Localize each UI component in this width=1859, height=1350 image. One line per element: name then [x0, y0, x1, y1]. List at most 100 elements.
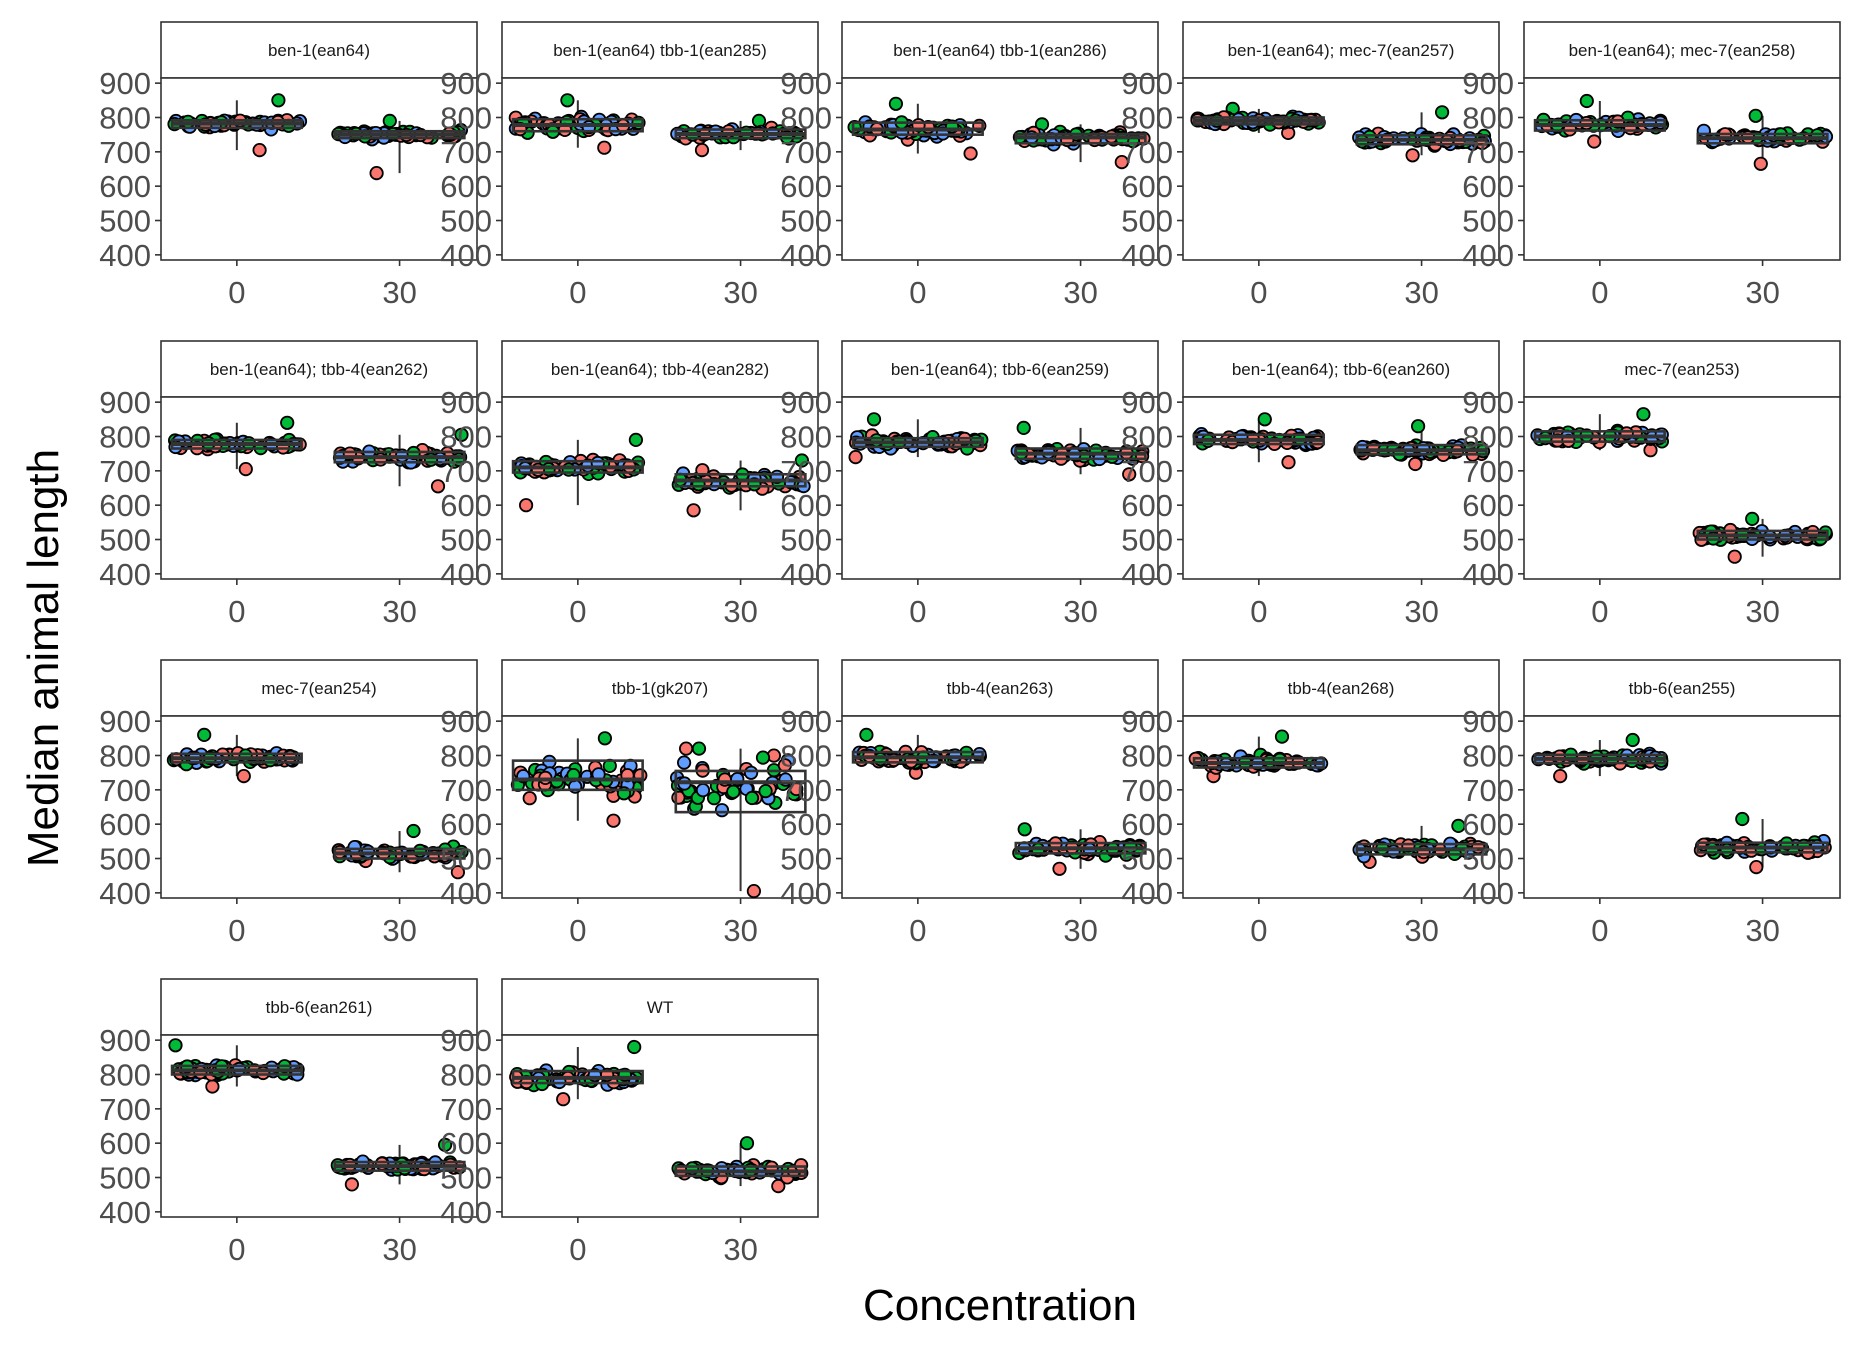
facet-strip	[160, 659, 478, 717]
x-tick-label: 0	[569, 913, 586, 948]
data-point	[1625, 732, 1640, 748]
data-point	[676, 755, 692, 770]
y-tick-label: 900	[780, 385, 832, 420]
x-tick-label: 30	[382, 1232, 416, 1267]
data-point	[1735, 811, 1750, 827]
y-tick-label: 500	[99, 523, 151, 558]
facet-panel: ben-1(ean64) tbb-1(ean285) 40050060070080…	[440, 21, 819, 310]
facet-strip-label: ben-1(ean64); tbb-4(ean282)	[551, 360, 769, 379]
y-tick-label: 600	[1121, 807, 1173, 842]
y-tick-label: 700	[780, 773, 832, 808]
data-point	[888, 96, 904, 111]
data-point	[963, 146, 978, 161]
y-tick-label: 400	[780, 238, 832, 273]
x-tick-label: 0	[909, 275, 926, 310]
x-tick-label: 0	[1591, 594, 1608, 629]
data-point	[280, 415, 295, 430]
data-point	[743, 765, 759, 780]
data-point	[1579, 93, 1594, 109]
x-tick-label: 0	[569, 275, 586, 310]
data-point	[1749, 859, 1764, 875]
data-point	[1451, 818, 1466, 834]
y-tick-label: 700	[99, 1092, 151, 1127]
y-tick-label: 400	[99, 1195, 151, 1230]
data-point	[1257, 412, 1272, 427]
facet-strip-label: ben-1(ean64); mec-7(ean257)	[1228, 41, 1455, 60]
y-tick-label: 600	[1121, 488, 1173, 523]
data-point	[606, 813, 621, 828]
x-tick-label: 0	[228, 1232, 245, 1267]
facet-plot-area	[160, 396, 478, 580]
y-tick-label: 400	[99, 238, 151, 273]
data-point	[597, 731, 613, 746]
facet-plot-area	[1182, 715, 1500, 899]
data-point	[561, 462, 576, 477]
y-tick-label: 600	[99, 1126, 151, 1161]
x-tick-label: 0	[909, 594, 926, 629]
data-point	[1310, 435, 1325, 450]
y-tick-label: 900	[440, 704, 492, 739]
x-tick-label: 0	[1250, 275, 1267, 310]
y-tick-label: 900	[780, 704, 832, 739]
facet-strip-label: ben-1(ean64); tbb-6(ean259)	[891, 360, 1109, 379]
facet-strip	[1523, 659, 1841, 717]
facet-strip	[841, 340, 1159, 398]
data-point	[406, 823, 421, 839]
y-tick-label: 800	[780, 100, 832, 135]
facet-plot-area	[501, 1034, 819, 1218]
facet-plot-area	[501, 77, 819, 261]
y-tick-label: 800	[99, 419, 151, 454]
facet-strip	[1182, 659, 1500, 717]
y-tick-label: 700	[440, 1092, 492, 1127]
y-tick-label: 600	[99, 807, 151, 842]
data-point	[430, 479, 446, 494]
y-tick-label: 400	[1462, 238, 1514, 273]
data-point	[726, 784, 741, 799]
y-tick-label: 500	[99, 204, 151, 239]
x-tick-label: 30	[723, 275, 757, 310]
facet-plot-area	[1523, 77, 1841, 261]
facet-plot-area	[1523, 396, 1841, 580]
facet-panel: ben-1(ean64); tbb-4(ean262) 4005006007008…	[99, 340, 478, 629]
y-tick-label: 400	[1121, 557, 1173, 592]
y-tick-label: 400	[780, 876, 832, 911]
y-tick-label: 700	[1462, 454, 1514, 489]
data-point	[1753, 156, 1768, 171]
data-point	[739, 1136, 755, 1151]
data-point	[869, 433, 884, 448]
facet-plot-area	[1182, 396, 1500, 580]
y-tick-label: 500	[1121, 842, 1173, 877]
y-tick-label: 900	[440, 385, 492, 420]
data-point	[236, 768, 251, 784]
data-point	[1435, 105, 1450, 120]
x-tick-label: 0	[1250, 594, 1267, 629]
x-tick-label: 0	[569, 1232, 586, 1267]
y-tick-label: 500	[780, 523, 832, 558]
data-point	[522, 791, 537, 806]
data-point	[758, 783, 773, 799]
y-tick-label: 700	[99, 773, 151, 808]
data-point	[597, 140, 612, 155]
x-tick-label: 30	[382, 913, 416, 948]
data-point	[714, 803, 730, 818]
y-tick-label: 600	[780, 488, 832, 523]
y-tick-label: 700	[1462, 135, 1514, 170]
y-tick-label: 900	[1121, 704, 1173, 739]
x-tick-label: 30	[723, 1232, 757, 1267]
facet-plot-area	[160, 77, 478, 261]
facet-panel: ben-1(ean64); tbb-4(ean282) 4005006007008…	[440, 340, 819, 629]
data-point	[746, 883, 762, 899]
y-tick-label: 700	[1462, 773, 1514, 808]
box-iqr	[511, 759, 644, 792]
y-tick-label: 400	[440, 876, 492, 911]
y-tick-label: 800	[1121, 100, 1173, 135]
y-tick-label: 800	[440, 1057, 492, 1092]
data-point	[744, 790, 760, 806]
facet-panel: ben-1(ean64); mec-7(ean258) 4005006007008…	[1462, 21, 1841, 310]
facet-strip-label: tbb-4(ean263)	[947, 679, 1054, 698]
data-point	[271, 93, 286, 108]
